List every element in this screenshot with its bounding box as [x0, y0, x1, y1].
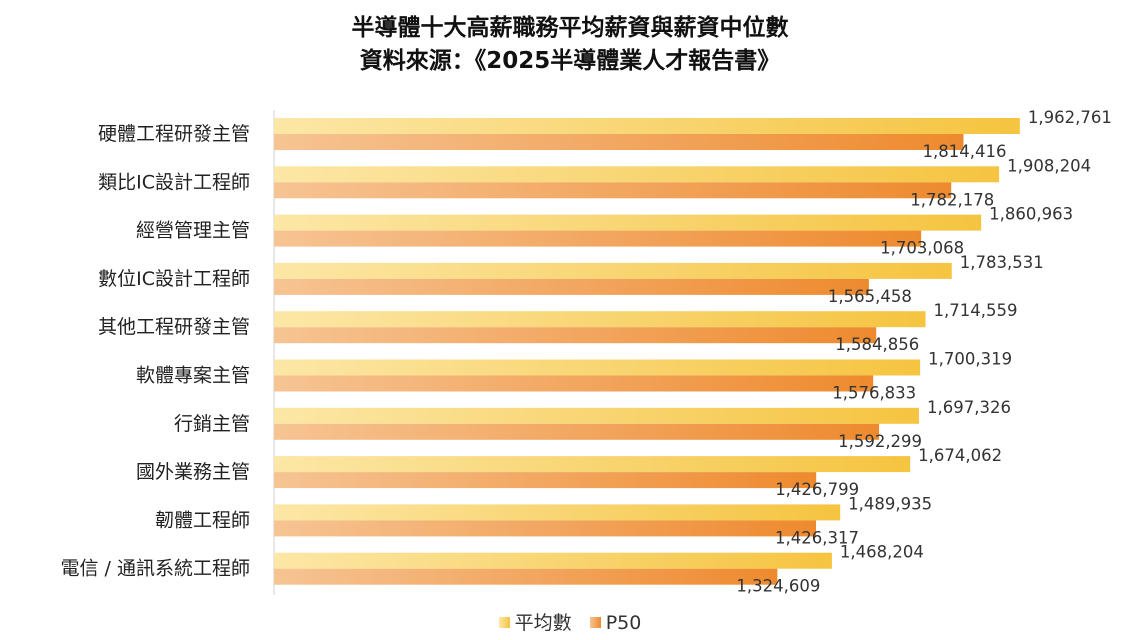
data-label-p50-management: 1,703,068: [880, 239, 964, 258]
bar-avg-intl-sales-manager: [274, 456, 911, 473]
bar-p50-analog-ic-engineer: [274, 182, 952, 199]
legend-item-p50: P50: [589, 612, 642, 634]
bar-p50-telecom-engineer: [274, 568, 778, 585]
legend-item-avg: 平均數: [498, 608, 572, 635]
bar-avg-sw-project-manager: [274, 359, 921, 376]
category-label-hw-rd-manager: 硬體工程研發主管: [98, 123, 250, 145]
category-label-sw-project-manager: 軟體專案主管: [136, 365, 250, 387]
category-label-digital-ic-engineer: 數位IC設計工程師: [98, 268, 250, 290]
data-label-p50-analog-ic-engineer: 1,782,178: [910, 190, 994, 209]
bar-avg-telecom-engineer: [274, 552, 832, 569]
bar-avg-firmware-engineer: [274, 504, 841, 521]
data-label-avg-hw-rd-manager: 1,962,761: [1028, 108, 1112, 127]
legend-swatch-p50: [589, 617, 601, 628]
data-label-avg-marketing-manager: 1,697,326: [927, 398, 1011, 417]
data-label-p50-other-rd-manager: 1,584,856: [835, 335, 919, 354]
bar-p50-sw-project-manager: [274, 375, 874, 392]
data-label-p50-digital-ic-engineer: 1,565,458: [828, 287, 912, 306]
bar-p50-marketing-manager: [274, 423, 880, 440]
data-label-avg-intl-sales-manager: 1,674,062: [918, 446, 1002, 465]
category-label-intl-sales-manager: 國外業務主管: [136, 461, 250, 483]
data-label-avg-digital-ic-engineer: 1,783,531: [960, 253, 1044, 272]
bar-avg-hw-rd-manager: [274, 118, 1020, 134]
category-label-management: 經營管理主管: [136, 220, 250, 242]
bar-p50-digital-ic-engineer: [274, 278, 869, 295]
chart-legend: 平均數 P50: [0, 608, 1140, 635]
data-label-p50-telecom-engineer: 1,324,609: [736, 577, 820, 596]
category-label-other-rd-manager: 其他工程研發主管: [98, 316, 250, 338]
legend-swatch-avg: [498, 617, 510, 628]
bar-avg-marketing-manager: [274, 407, 919, 424]
category-label-marketing-manager: 行銷主管: [174, 413, 250, 435]
legend-label-p50: P50: [605, 612, 642, 634]
category-label-firmware-engineer: 韌體工程師: [155, 509, 250, 531]
bar-avg-management: [274, 214, 982, 231]
data-label-avg-sw-project-manager: 1,700,319: [928, 350, 1012, 369]
data-label-avg-telecom-engineer: 1,468,204: [840, 543, 924, 562]
chart-title: 半導體十大高薪職務平均薪資與薪資中位數: [351, 15, 789, 41]
data-label-avg-management: 1,860,963: [989, 205, 1073, 224]
bar-avg-analog-ic-engineer: [274, 166, 1000, 183]
data-label-p50-hw-rd-manager: 1,814,416: [922, 142, 1006, 161]
bar-p50-firmware-engineer: [274, 520, 817, 537]
data-label-avg-firmware-engineer: 1,489,935: [848, 494, 932, 513]
bar-p50-intl-sales-manager: [274, 472, 817, 489]
legend-label-avg: 平均數: [514, 612, 572, 634]
bar-p50-management: [274, 230, 922, 247]
data-label-avg-analog-ic-engineer: 1,908,204: [1007, 156, 1091, 175]
chart-subtitle: 資料來源：《2025半導體業人才報告書》: [359, 48, 781, 74]
data-label-p50-firmware-engineer: 1,426,317: [775, 528, 859, 547]
bar-p50-hw-rd-manager: [274, 134, 964, 150]
category-label-telecom-engineer: 電信 / 通訊系統工程師: [61, 558, 250, 580]
data-label-p50-sw-project-manager: 1,576,833: [832, 384, 916, 403]
data-label-avg-other-rd-manager: 1,714,559: [934, 301, 1018, 320]
bar-avg-digital-ic-engineer: [274, 262, 952, 279]
chart-title-block: 半導體十大高薪職務平均薪資與薪資中位數 資料來源：《2025半導體業人才報告書》: [0, 12, 1140, 78]
data-label-p50-marketing-manager: 1,592,299: [838, 432, 922, 451]
category-label-analog-ic-engineer: 類比IC設計工程師: [98, 171, 250, 193]
bar-p50-other-rd-manager: [274, 327, 877, 344]
bar-avg-other-rd-manager: [274, 311, 926, 328]
data-label-p50-intl-sales-manager: 1,426,799: [775, 480, 859, 499]
